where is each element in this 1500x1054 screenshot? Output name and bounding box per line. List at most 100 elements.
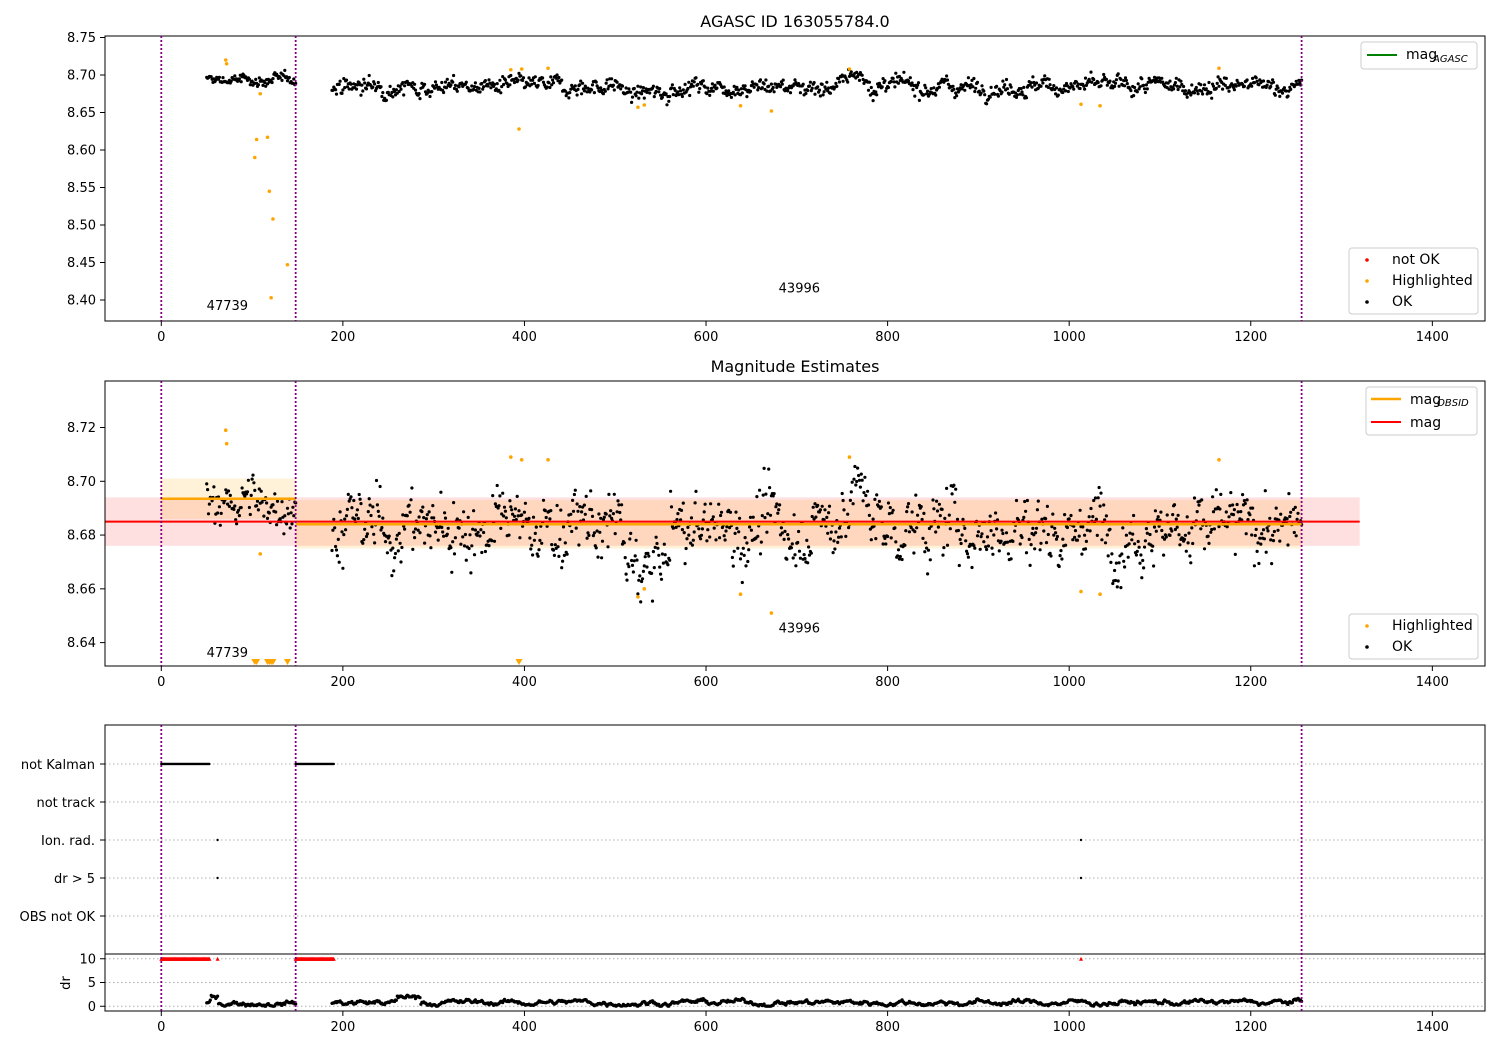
ok-point (1182, 84, 1186, 89)
ok-point (844, 534, 848, 539)
ok-point (1224, 510, 1228, 514)
ok-point (941, 553, 945, 557)
panel-dr-frame (104, 953, 1486, 1012)
highlighted-point (258, 552, 263, 556)
ok-point (732, 549, 736, 553)
ok-point (399, 560, 403, 564)
ok-point (557, 554, 561, 559)
ok-point (235, 77, 239, 81)
ok-point (240, 486, 244, 490)
ok-point (218, 523, 222, 527)
ok-point (494, 87, 498, 91)
ok-point (1124, 78, 1128, 83)
ok-point (907, 530, 912, 534)
ok-point (345, 507, 349, 511)
ok-point (837, 80, 842, 84)
ok-point (1265, 83, 1269, 87)
ok-point (772, 90, 776, 94)
ok-point (913, 530, 917, 534)
legend-box (1360, 41, 1478, 70)
ok-point (1142, 566, 1146, 570)
ok-point (768, 513, 773, 517)
ok-point (1241, 493, 1245, 497)
ok-point (1294, 79, 1298, 83)
ok-point (235, 522, 239, 526)
ok-point (985, 547, 989, 552)
ok-point (373, 82, 377, 86)
ok-point (634, 94, 638, 98)
ok-point (658, 87, 662, 91)
ok-point (1111, 581, 1115, 586)
ok-point (808, 80, 813, 84)
ok-point (798, 91, 803, 95)
ok-point (639, 85, 643, 89)
ok-point (1207, 541, 1211, 546)
ok-point (603, 89, 607, 93)
highlighted-point (769, 611, 774, 615)
ok-point (524, 517, 528, 521)
ok-point (512, 514, 517, 518)
ok-point (1255, 79, 1259, 83)
ok-point (1071, 538, 1075, 542)
ok-point (480, 550, 484, 555)
ok-point (866, 88, 871, 92)
panel-magnitude-title: Magnitude Estimates (711, 357, 880, 376)
ok-point (1227, 515, 1231, 519)
ok-point (1043, 74, 1047, 78)
legend-label-highlighted: Highlighted (1392, 273, 1473, 289)
ok-point (764, 78, 768, 82)
legend-label-ok: OK (1392, 294, 1413, 310)
ok-point (509, 73, 513, 78)
ok-point (475, 533, 479, 537)
ok-point (1127, 542, 1131, 546)
ok-point (652, 95, 656, 99)
panel-agasc-y-label: 8.40 (67, 294, 96, 309)
ok-point (909, 525, 913, 530)
ok-point (1039, 541, 1043, 545)
ok-point (346, 492, 350, 496)
ok-point (362, 538, 366, 542)
ok-point (1278, 539, 1282, 543)
ok-point (1157, 76, 1161, 80)
ok-point (417, 92, 421, 96)
ok-point (606, 545, 610, 549)
ok-point (1098, 504, 1102, 508)
ok-point (927, 526, 932, 531)
ok-point (344, 514, 349, 518)
ok-point (439, 490, 443, 494)
ok-point (340, 91, 344, 95)
ok-point (982, 540, 986, 544)
ok-point (722, 85, 726, 89)
ok-point (802, 553, 806, 557)
ok-point (1179, 79, 1183, 83)
ok-point (477, 86, 481, 90)
ok-point (233, 74, 237, 78)
ok-point (886, 534, 890, 539)
ok-point (423, 82, 427, 86)
ok-point (612, 88, 616, 92)
ok-point (228, 493, 232, 497)
ok-point (1162, 553, 1166, 557)
ok-point (960, 533, 964, 537)
ok-point (538, 538, 542, 543)
ok-point (806, 561, 810, 565)
ok-point (1217, 525, 1221, 529)
ok-point (642, 96, 646, 100)
ok-point (972, 544, 976, 548)
ok-point (765, 530, 769, 534)
ok-point (1206, 534, 1210, 538)
ok-point (1035, 508, 1039, 512)
ok-point (440, 525, 444, 530)
ok-point (833, 547, 837, 551)
ok-point (849, 490, 853, 494)
ok-point (560, 566, 564, 570)
ok-point (986, 97, 991, 101)
ok-point (1248, 513, 1252, 517)
ok-point (832, 539, 836, 543)
ok-point (648, 91, 652, 95)
flag-label-ion-rad: Ion. rad. (41, 834, 95, 849)
ok-point (1255, 549, 1259, 554)
ok-point (498, 494, 502, 498)
ok-point (851, 502, 855, 506)
ok-point (1042, 529, 1046, 533)
